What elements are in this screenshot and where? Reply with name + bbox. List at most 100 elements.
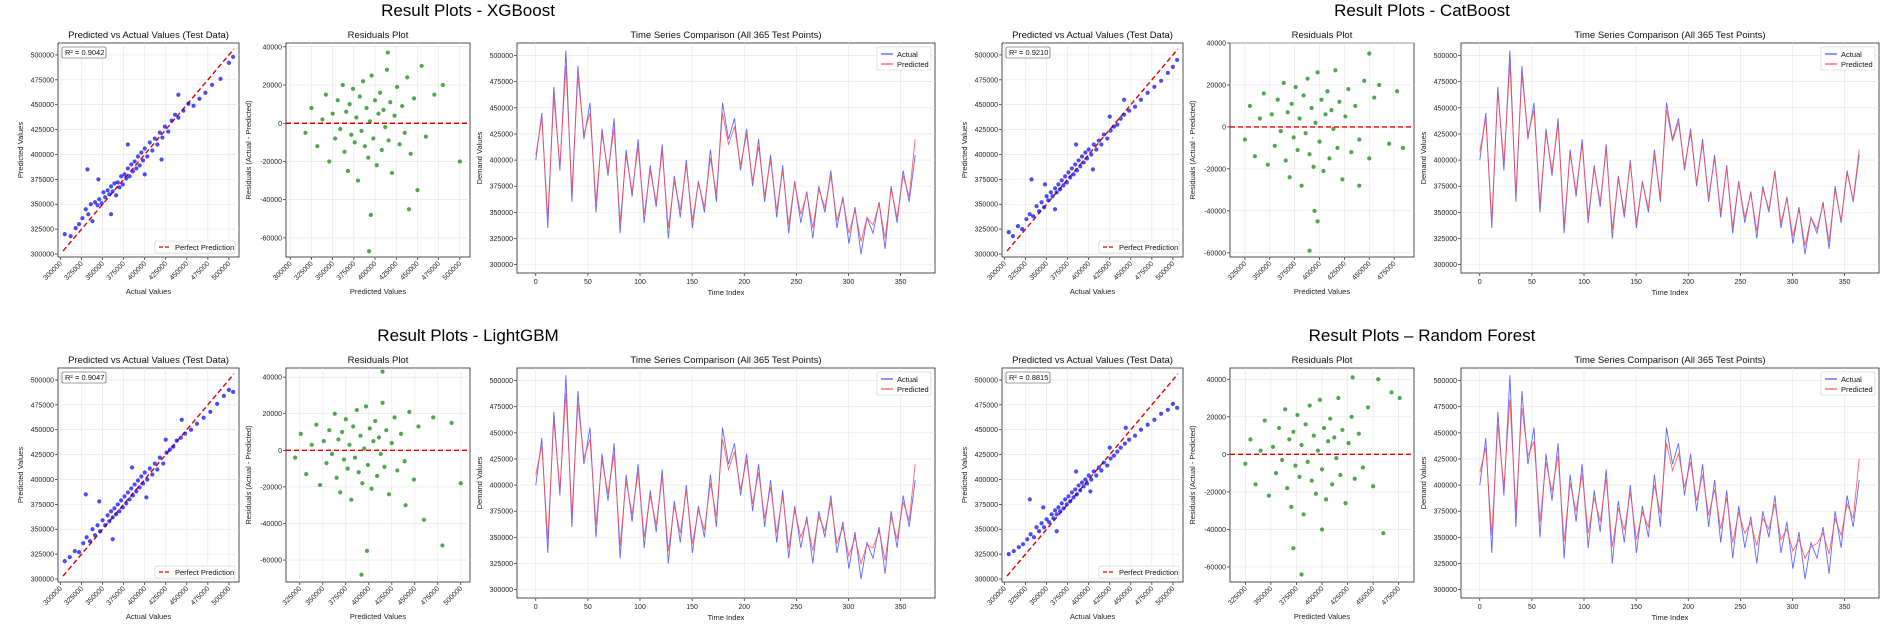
- x-tick-label: 50: [1528, 604, 1536, 611]
- y-tick-label: 450000: [31, 427, 54, 434]
- x-tick-label: 0: [534, 279, 538, 286]
- data-point: [110, 537, 115, 542]
- y-tick-label: 350000: [1434, 535, 1457, 542]
- data-point: [105, 513, 110, 518]
- x-tick-label: 200: [738, 604, 750, 611]
- residual-point: [1346, 440, 1351, 446]
- x-tick-label: 425000: [1092, 260, 1114, 282]
- data-point: [108, 212, 114, 217]
- data-point: [95, 203, 100, 208]
- data-point: [113, 512, 119, 517]
- r2-box: [61, 46, 107, 59]
- x-tick-label: 350000: [305, 585, 327, 607]
- x-tick-label: 50: [584, 279, 592, 286]
- data-point: [135, 154, 141, 159]
- residual-point: [321, 439, 326, 444]
- data-point: [1071, 172, 1076, 177]
- residual-point: [1389, 390, 1394, 395]
- r2-label: R² = 0.9042: [65, 48, 104, 57]
- residual-point: [1299, 183, 1304, 188]
- data-point: [226, 60, 231, 66]
- residual-point: [1323, 112, 1328, 117]
- residual-point: [1301, 93, 1306, 98]
- data-point: [1152, 417, 1157, 422]
- x-tick-label: 400000: [357, 260, 379, 282]
- data-point: [1064, 180, 1069, 185]
- residual-point: [1357, 137, 1362, 142]
- y-tick-label: 20000: [1207, 414, 1227, 421]
- data-point: [142, 172, 147, 177]
- data-point: [1041, 205, 1047, 210]
- residual-point: [317, 482, 323, 488]
- data-point: [1138, 97, 1144, 102]
- y-tick-label: 375000: [490, 509, 513, 516]
- x-axis-label: Predicted Values: [350, 287, 406, 296]
- residual-point: [1293, 463, 1298, 468]
- chart-title: Time Series Comparison (All 365 Test Poi…: [630, 355, 821, 366]
- residual-point: [345, 168, 350, 174]
- r2-label: R² = 0.9210: [1009, 48, 1048, 57]
- data-point: [166, 129, 171, 134]
- data-point: [84, 535, 89, 540]
- residual-point: [358, 433, 363, 438]
- x-tick-label: 0: [1478, 279, 1482, 286]
- data-point: [85, 167, 90, 172]
- x-tick-label: 400000: [127, 585, 149, 607]
- data-point: [152, 461, 157, 466]
- x-tick-label: 300000: [272, 260, 294, 282]
- data-point: [112, 181, 117, 186]
- x-tick-label: 375000: [328, 585, 350, 607]
- y-tick-label: 475000: [975, 77, 998, 84]
- data-point: [1057, 187, 1063, 192]
- residual-point: [1367, 51, 1372, 56]
- y-axis-label: Demand Values: [1419, 456, 1428, 509]
- data-point: [1101, 460, 1106, 465]
- chart-title: Time Series Comparison (All 365 Test Poi…: [630, 30, 821, 41]
- residual-point: [384, 428, 389, 433]
- residual-point: [1350, 375, 1355, 380]
- data-point: [178, 435, 184, 440]
- data-point: [1036, 209, 1042, 214]
- data-point: [1061, 506, 1066, 511]
- x-axis-label: Predicted Values: [350, 612, 406, 621]
- residual-point: [458, 481, 463, 486]
- residual-point: [389, 170, 395, 176]
- data-point: [1078, 164, 1083, 169]
- x-tick-label: 450000: [169, 585, 191, 607]
- x-tick-label: 200: [1682, 604, 1694, 611]
- y-tick-label: -40000: [260, 197, 282, 204]
- residual-point: [371, 136, 376, 141]
- axes-frame: [1229, 42, 1415, 258]
- data-point: [108, 509, 114, 514]
- residual-point: [1278, 129, 1283, 134]
- data-point: [1059, 501, 1064, 506]
- residual-point: [1338, 472, 1343, 478]
- data-point: [231, 389, 236, 394]
- data-point: [218, 76, 223, 81]
- residual-point: [423, 134, 429, 139]
- residual-point: [361, 79, 366, 84]
- y-tick-label: 350000: [975, 202, 998, 209]
- series-line-predicted: [1479, 63, 1860, 246]
- residual-point: [1253, 482, 1258, 487]
- data-point: [164, 450, 169, 455]
- data-point: [1122, 441, 1128, 446]
- y-tick-label: 350000: [975, 527, 998, 534]
- residual-point: [406, 207, 412, 212]
- residual-point: [1397, 395, 1402, 401]
- x-tick-label: 475000: [190, 585, 212, 607]
- residual-point: [1289, 101, 1294, 106]
- data-point: [1074, 168, 1080, 173]
- residual-point: [340, 82, 345, 88]
- chart-title: Predicted vs Actual Values (Test Data): [68, 355, 229, 366]
- x-tick-label: 0: [534, 604, 538, 611]
- y-tick-label: 500000: [31, 377, 54, 384]
- x-tick-label: 450000: [169, 260, 191, 282]
- residual-point: [384, 67, 390, 72]
- chart-title: Residuals Plot: [1292, 30, 1353, 41]
- residual-point: [1321, 168, 1326, 174]
- x-tick-label: 500000: [211, 585, 233, 607]
- y-tick-label: 300000: [31, 577, 54, 584]
- residual-point: [1400, 145, 1406, 151]
- y-tick-label: -40000: [1204, 527, 1226, 534]
